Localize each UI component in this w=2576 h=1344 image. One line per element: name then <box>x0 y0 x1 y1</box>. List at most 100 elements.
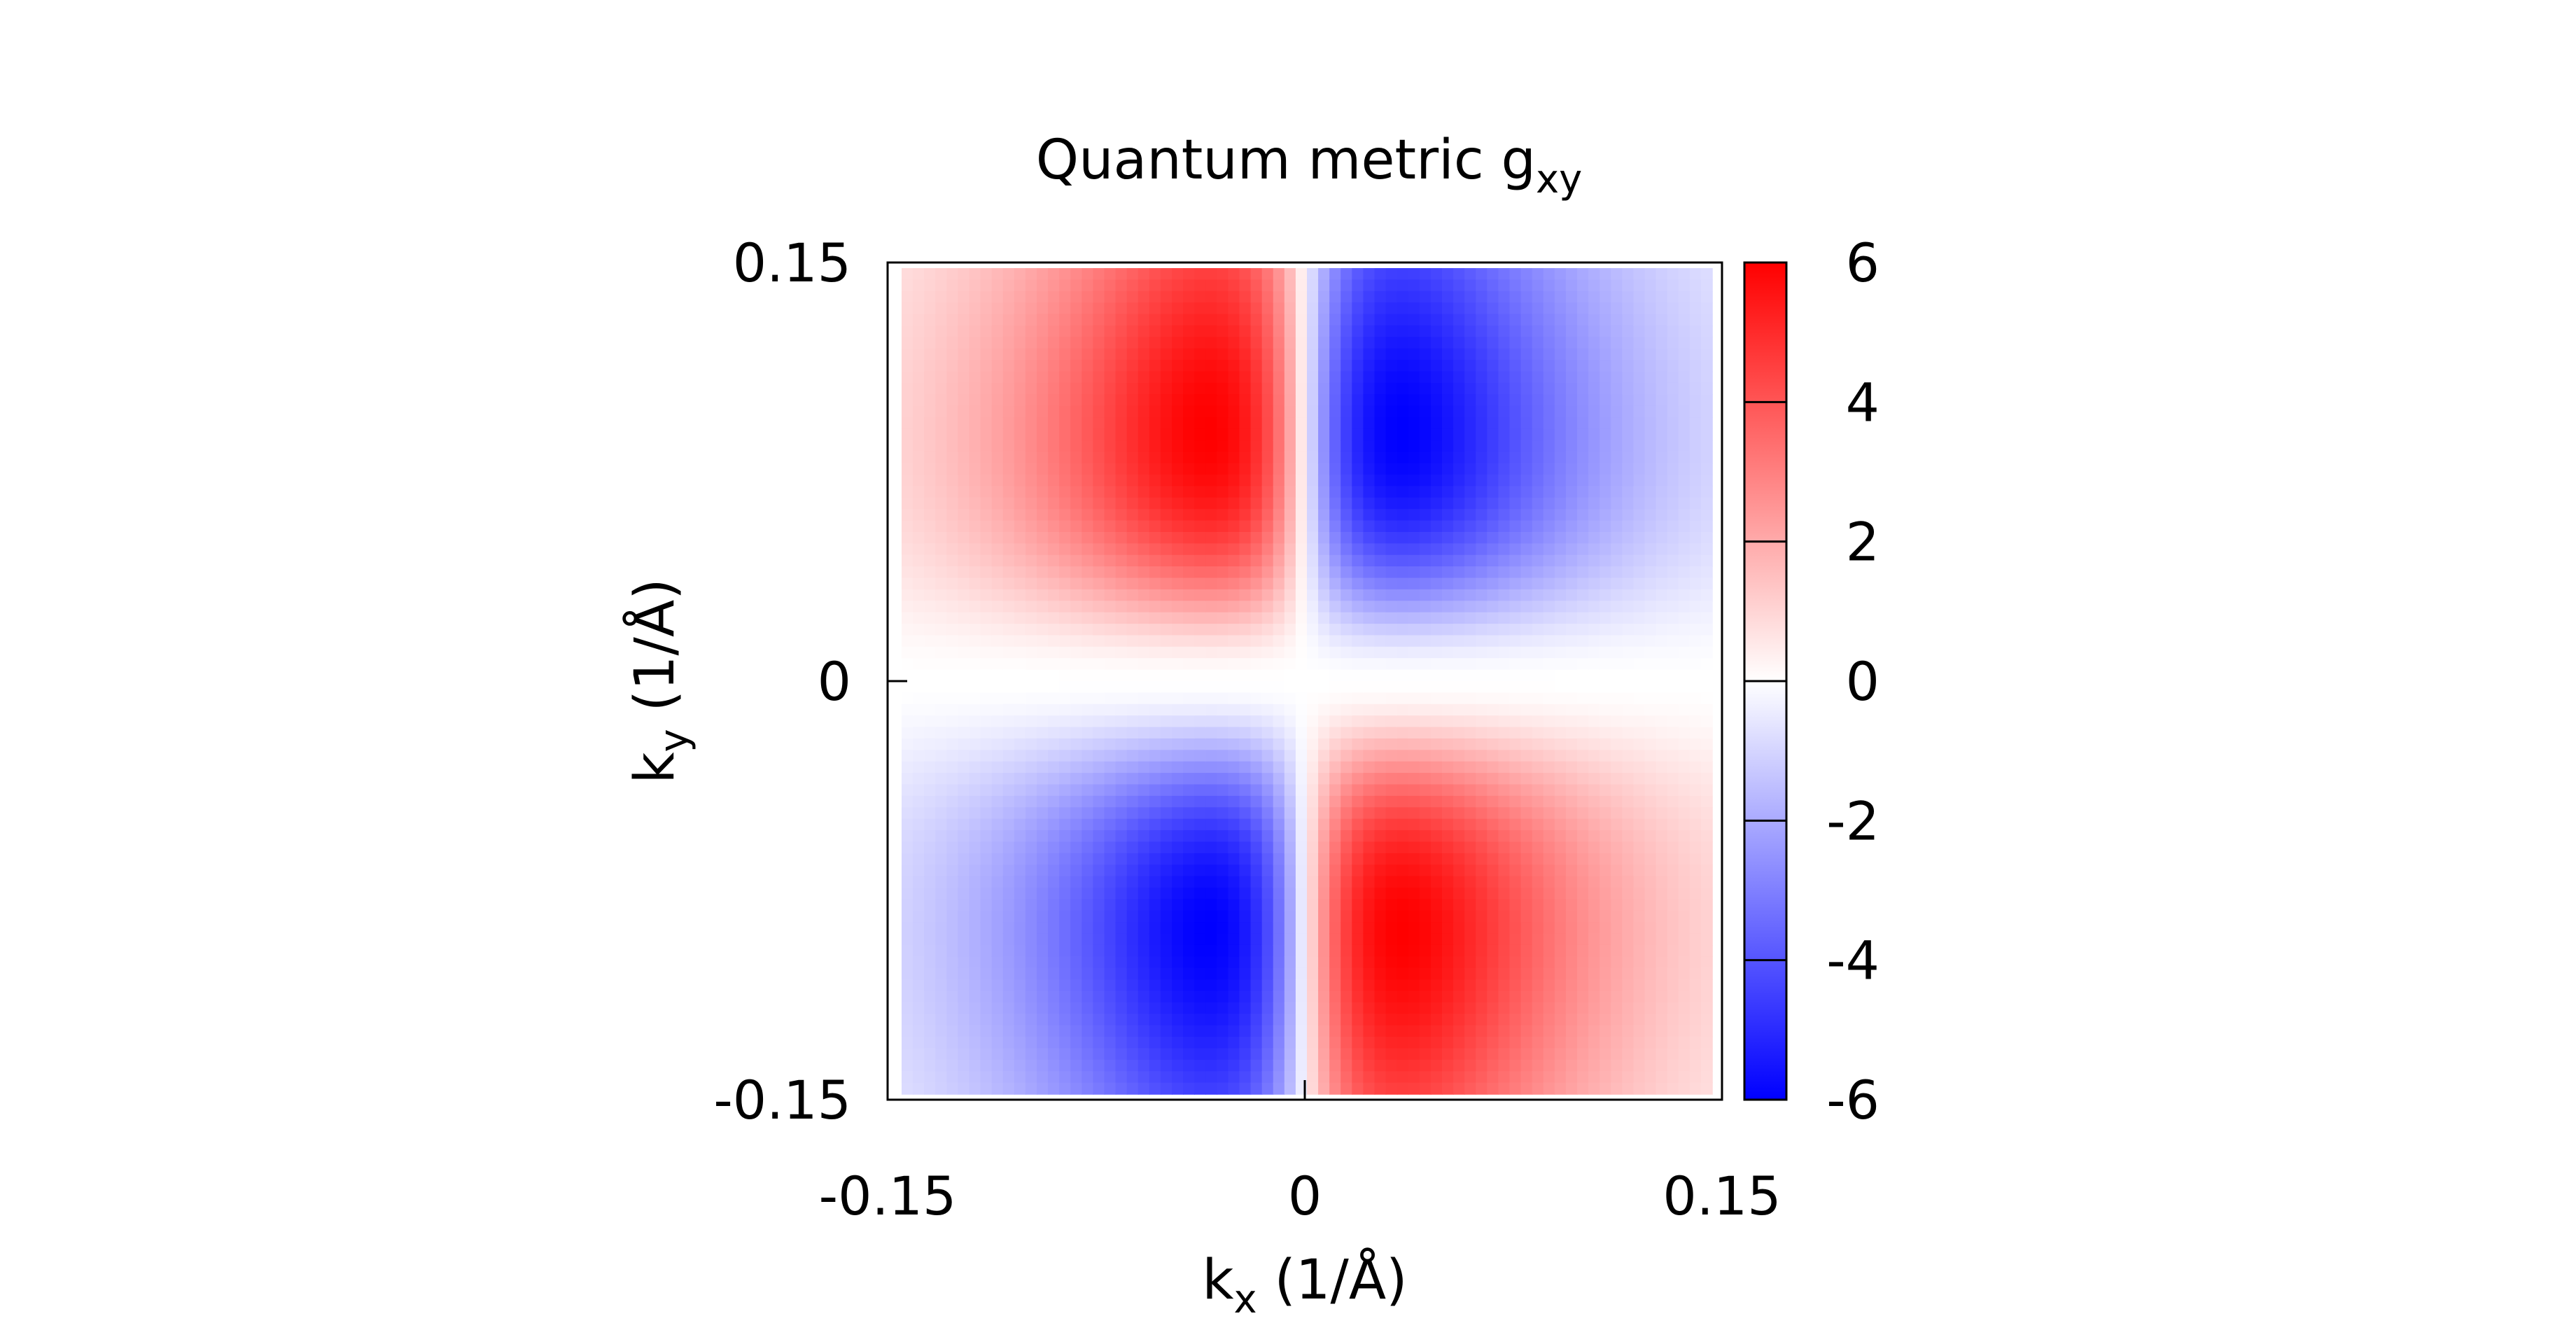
heatmap-cell <box>1622 795 1634 808</box>
heatmap-cell <box>1340 566 1353 579</box>
heatmap-cell <box>1644 531 1657 545</box>
heatmap-cell <box>1115 543 1128 556</box>
heatmap-cell <box>1644 325 1657 338</box>
heatmap-cell <box>991 348 1004 360</box>
heatmap-cell <box>1543 944 1555 958</box>
heatmap-cell <box>1600 715 1612 728</box>
heatmap-cell <box>1115 405 1128 418</box>
heatmap-cell <box>1183 795 1195 808</box>
heatmap-cell <box>1453 520 1465 533</box>
heatmap-cell <box>1565 692 1578 705</box>
heatmap-cell <box>1396 944 1409 958</box>
heatmap-cell <box>1329 1037 1342 1049</box>
heatmap-cell <box>1025 646 1037 659</box>
heatmap-cell <box>1183 761 1195 774</box>
heatmap-cell <box>913 428 925 441</box>
heatmap-cell <box>991 864 1004 877</box>
heatmap-cell <box>1577 1071 1589 1084</box>
heatmap-cell <box>980 360 993 372</box>
heatmap-cell <box>1172 1048 1184 1060</box>
heatmap-cell <box>1340 888 1353 900</box>
heatmap-cell <box>1340 1048 1353 1060</box>
heatmap-cell <box>1600 554 1612 567</box>
heatmap-cell <box>1104 773 1116 785</box>
heatmap-cell <box>1363 486 1376 498</box>
heatmap-cell <box>1217 990 1229 1003</box>
heatmap-cell <box>1487 1037 1499 1049</box>
heatmap-cell <box>1678 314 1690 326</box>
heatmap-cell <box>1059 795 1072 808</box>
heatmap-cell <box>1284 405 1296 418</box>
heatmap-cell <box>1138 658 1150 671</box>
heatmap-cell <box>1138 566 1150 579</box>
heatmap-cell <box>1205 417 1218 430</box>
heatmap-cell <box>1363 646 1376 659</box>
heatmap-cell <box>1002 394 1015 407</box>
heatmap-cell <box>1217 440 1229 453</box>
heatmap-cell <box>1329 922 1342 934</box>
heatmap-cell <box>1037 1014 1049 1026</box>
heatmap-cell <box>1577 566 1589 579</box>
heatmap-cell <box>1273 486 1285 498</box>
heatmap-cell <box>1104 635 1116 648</box>
heatmap-cell <box>1430 681 1443 694</box>
heatmap-cell <box>1126 922 1139 934</box>
heatmap-cell <box>1172 509 1184 522</box>
heatmap-cell <box>1476 944 1488 958</box>
heatmap-cell <box>1239 1002 1252 1015</box>
heatmap-cell <box>1126 601 1139 613</box>
heatmap-cell <box>1363 428 1376 441</box>
heatmap-cell <box>1318 669 1330 682</box>
heatmap-cell <box>935 589 948 602</box>
heatmap-cell <box>1037 1002 1049 1015</box>
heatmap-cell <box>1554 497 1567 510</box>
heatmap-cell <box>1442 830 1454 843</box>
heatmap-cell <box>1520 888 1533 900</box>
heatmap-cell <box>1138 944 1150 958</box>
heatmap-cell <box>1385 658 1398 671</box>
heatmap-cell <box>1419 509 1432 522</box>
heatmap-cell <box>1565 589 1578 602</box>
heatmap-cell <box>913 451 925 464</box>
heatmap-cell <box>1126 1071 1139 1084</box>
heatmap-cell <box>1430 451 1443 464</box>
heatmap-cell <box>1340 463 1353 475</box>
heatmap-cell <box>1340 692 1353 705</box>
heatmap-cell <box>1307 1071 1319 1084</box>
heatmap-cell <box>1340 348 1353 360</box>
heatmap-cell <box>1093 348 1105 360</box>
heatmap-cell <box>1082 853 1094 866</box>
heatmap-cell <box>1532 933 1544 946</box>
heatmap-cell <box>1217 325 1229 338</box>
heatmap-cell <box>1352 1048 1364 1060</box>
heatmap-cell <box>1273 348 1285 360</box>
heatmap-cell <box>1048 864 1060 877</box>
heatmap-cell <box>1442 761 1454 774</box>
heatmap-cell <box>1476 841 1488 854</box>
heatmap-cell <box>1093 899 1105 911</box>
heatmap-cell <box>913 624 925 636</box>
heatmap-cell <box>935 727 948 739</box>
heatmap-cell <box>958 520 970 533</box>
heatmap-cell <box>1172 727 1184 739</box>
heatmap-cell <box>1340 933 1353 946</box>
heatmap-cell <box>1070 601 1083 613</box>
heatmap-cell <box>980 348 993 360</box>
heatmap-cell <box>1217 337 1229 349</box>
heatmap-cell <box>1498 337 1511 349</box>
heatmap-cell <box>1430 818 1443 831</box>
heatmap-cell <box>1217 578 1229 590</box>
heatmap-cell <box>1340 1025 1353 1037</box>
heatmap-cell <box>969 853 981 866</box>
heatmap-cell <box>1037 337 1049 349</box>
heatmap-cell <box>1577 578 1589 590</box>
heatmap-cell <box>1464 773 1477 785</box>
heatmap-cell <box>1363 325 1376 338</box>
heatmap-cell <box>1217 302 1229 315</box>
heatmap-cell <box>1318 795 1330 808</box>
heatmap-cell <box>1611 543 1623 556</box>
heatmap-cell <box>1250 944 1263 958</box>
heatmap-cell <box>1385 463 1398 475</box>
heatmap-cell <box>1509 944 1522 958</box>
heatmap-cell <box>1588 727 1600 739</box>
